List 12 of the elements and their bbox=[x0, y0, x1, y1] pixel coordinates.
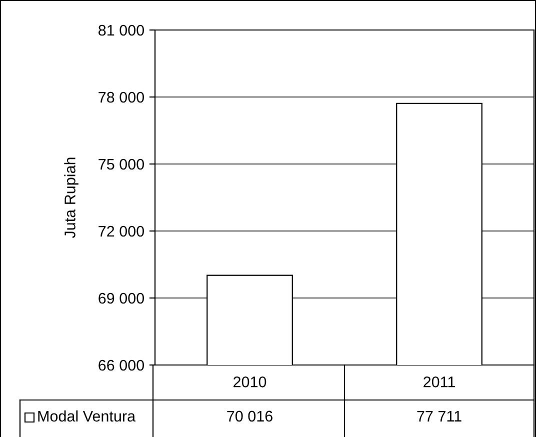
x-tick-label: 2010 bbox=[234, 376, 266, 388]
y-tick-label: 69 000 bbox=[98, 292, 144, 304]
y-tick-label: 81 000 bbox=[98, 24, 144, 36]
data-label: 77 711 bbox=[417, 410, 462, 422]
y-tick-label: 66 000 bbox=[98, 360, 144, 371]
x-tick-label: 2011 bbox=[424, 376, 455, 388]
data-label: 70 016 bbox=[227, 410, 272, 422]
y-axis-title: Juta Rupiah bbox=[64, 158, 78, 238]
y-tick-label: 75 000 bbox=[98, 158, 144, 170]
y-tick-label: 78 000 bbox=[98, 92, 144, 103]
y-tick-label: 72 000 bbox=[98, 226, 144, 237]
legend-label: Modal Ventura bbox=[38, 410, 136, 422]
